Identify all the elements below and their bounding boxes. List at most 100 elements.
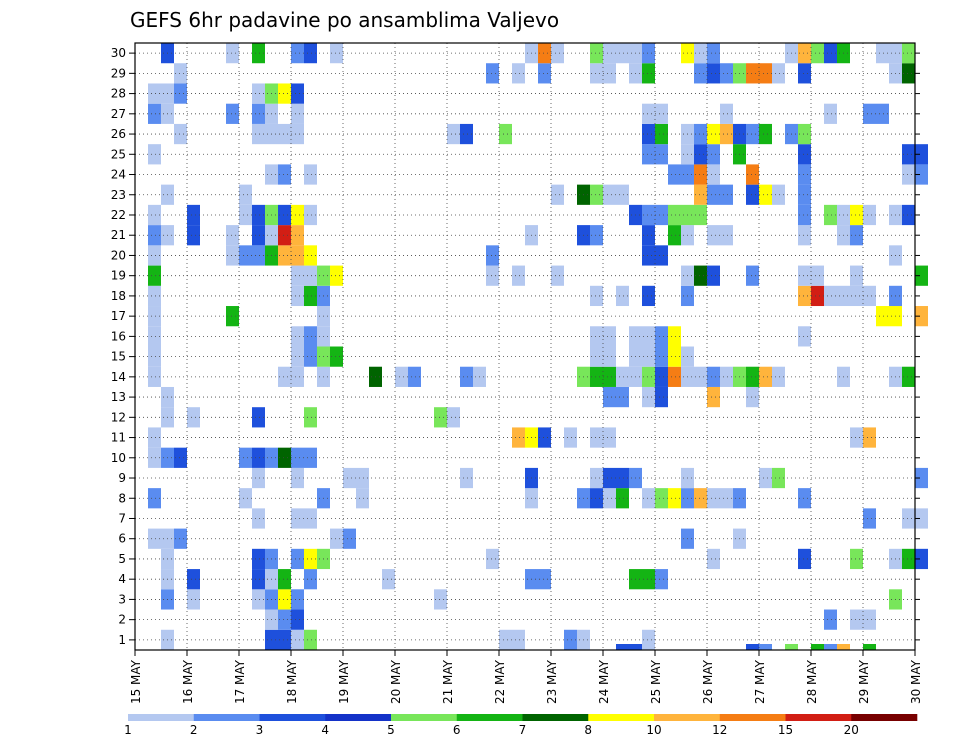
heatmap-cell <box>707 43 720 64</box>
heatmap-cell <box>460 366 473 387</box>
heatmap-cell <box>291 43 304 64</box>
heatmap-cell <box>291 204 304 226</box>
heatmap-cell <box>564 427 577 448</box>
heatmap-cell <box>304 164 317 185</box>
heatmap-cell <box>252 204 265 226</box>
heatmap-cell <box>304 447 317 468</box>
heatmap-cell <box>239 204 252 226</box>
heatmap-cell <box>798 144 811 165</box>
heatmap-cell <box>863 644 876 650</box>
heatmap-cell <box>291 467 304 489</box>
heatmap-cell <box>642 245 655 266</box>
heatmap-cell <box>304 346 317 367</box>
heatmap-cell <box>746 184 759 205</box>
heatmap-cell <box>798 164 811 185</box>
heatmap-cell <box>759 63 772 84</box>
heatmap-cell <box>291 123 304 145</box>
heatmap-cell <box>278 204 291 226</box>
heatmap-cell <box>811 43 824 64</box>
heatmap-cell <box>655 346 668 367</box>
colorbar-label: 20 <box>844 723 859 737</box>
y-tick-label: 4 <box>118 572 126 586</box>
x-tick-label: 16 MAY <box>181 659 195 704</box>
colorbar-label: 6 <box>453 723 461 737</box>
x-axis: 15 MAY 16 MAY 17 MAY 18 MAY 19 MAY 20 MAY 21 M… <box>129 650 923 704</box>
colorbar-label: 1 <box>124 723 132 737</box>
heatmap-cell <box>655 386 668 408</box>
heatmap-cell <box>824 204 837 226</box>
heatmap-cell <box>616 386 629 408</box>
heatmap-cell <box>226 43 239 64</box>
heatmap-cell <box>148 427 161 448</box>
heatmap-cell <box>291 346 304 367</box>
y-tick-label: 29 <box>111 66 126 80</box>
heatmap-cell <box>278 629 291 650</box>
y-tick-label: 30 <box>111 46 126 60</box>
y-tick-label: 8 <box>118 491 126 505</box>
heatmap-cell <box>278 123 291 145</box>
heatmap-cell <box>148 83 161 104</box>
heatmap-cell <box>499 123 512 145</box>
heatmap-cell <box>824 103 837 124</box>
heatmap-cell <box>486 265 499 286</box>
y-tick-label: 10 <box>111 451 126 465</box>
heatmap-cell <box>252 245 265 266</box>
heatmap-cell <box>460 467 473 489</box>
x-tick-label: 17 MAY <box>233 659 247 704</box>
chart-title: GEFS 6hr padavine po ansamblima Valjevo <box>130 8 559 32</box>
heatmap-cell <box>642 326 655 347</box>
colorbar-swatch <box>522 714 589 721</box>
heatmap-cell <box>278 589 291 610</box>
heatmap-cell <box>837 644 850 650</box>
heatmap-cell <box>278 569 291 590</box>
heatmap-cell <box>707 548 720 570</box>
heatmap-cell <box>252 43 265 64</box>
heatmap-cell <box>174 528 187 549</box>
heatmap-cell <box>148 245 161 266</box>
heatmap-cell <box>655 204 668 226</box>
colorbar-swatch <box>851 714 918 721</box>
heatmap-cell <box>408 366 421 387</box>
heatmap-cell <box>798 43 811 64</box>
heatmap-cell <box>720 63 733 84</box>
colorbar-swatch <box>325 714 392 721</box>
heatmap-cell <box>603 346 616 367</box>
heatmap-cell <box>642 63 655 84</box>
heatmap-cell <box>616 184 629 205</box>
heatmap-cell <box>642 569 655 590</box>
heatmap-cell <box>720 488 733 509</box>
heatmap-cell <box>694 366 707 387</box>
heatmap-cell <box>278 164 291 185</box>
heatmap-cell <box>148 366 161 387</box>
heatmap-cell <box>798 204 811 226</box>
y-tick-label: 2 <box>118 613 126 627</box>
heatmap-cell <box>746 265 759 286</box>
heatmap-cell <box>798 285 811 307</box>
heatmap-cell <box>226 306 239 327</box>
heatmap-cell <box>252 508 265 529</box>
heatmap-cell <box>512 629 525 650</box>
heatmap-cell <box>616 644 629 650</box>
y-tick-label: 26 <box>111 127 126 141</box>
y-axis: 1234567891011121314151617181920212223242… <box>111 46 920 647</box>
colorbar-label: 4 <box>321 723 329 737</box>
heatmap-cell <box>902 63 915 84</box>
colorbar: 1 2 3 4 5 6 7 8 10 12 15 20 <box>124 714 918 737</box>
heatmap-cell <box>291 326 304 347</box>
heatmap-cell <box>382 569 395 590</box>
heatmap-cell <box>668 164 681 185</box>
heatmap-cell <box>850 609 863 630</box>
heatmap-cell <box>291 589 304 610</box>
heatmap-cell <box>291 508 304 529</box>
heatmap-cell <box>694 164 707 185</box>
y-tick-label: 19 <box>111 269 126 283</box>
heatmap-cell <box>798 265 811 286</box>
heatmap-cell <box>798 488 811 509</box>
heatmap-cell <box>824 285 837 307</box>
heatmap-cell <box>694 488 707 509</box>
y-tick-label: 21 <box>111 228 126 242</box>
heatmap-cell <box>850 548 863 570</box>
heatmap-cell <box>642 488 655 509</box>
heatmap-cell <box>252 83 265 104</box>
heatmap-cell <box>707 225 720 246</box>
